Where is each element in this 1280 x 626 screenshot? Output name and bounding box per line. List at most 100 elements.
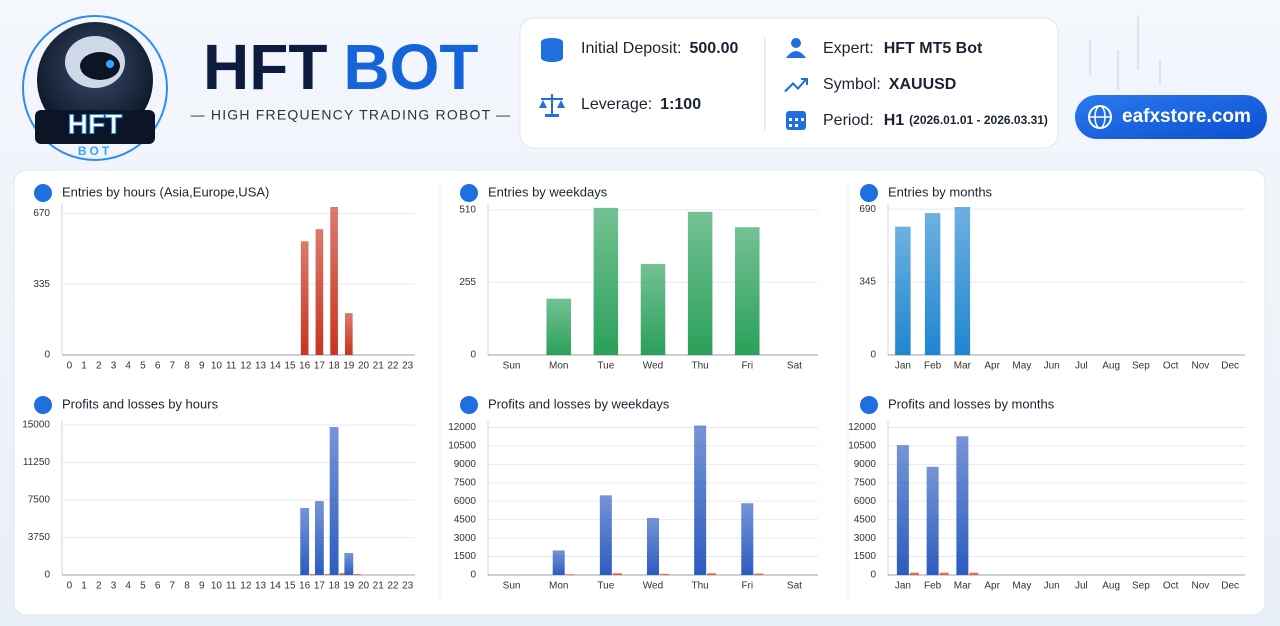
- y-tick-label: 3000: [454, 533, 477, 544]
- x-tick-label: 8: [184, 361, 190, 372]
- x-tick-label: Jan: [895, 361, 911, 372]
- chart-title: Profits and losses by weekdays: [488, 396, 670, 411]
- bar: [956, 436, 969, 575]
- x-tick-label: 21: [373, 361, 385, 372]
- y-tick-label: 0: [44, 570, 50, 581]
- x-tick-label: Wed: [643, 581, 663, 592]
- x-tick-label: May: [1012, 361, 1031, 372]
- y-tick-label: 0: [870, 350, 876, 361]
- bar: [909, 572, 919, 575]
- x-tick-label: 9: [199, 581, 205, 592]
- x-tick-label: 21: [373, 581, 385, 592]
- charts-panel: [13, 169, 1266, 616]
- chart-title: Entries by weekdays: [488, 184, 608, 199]
- y-tick-label: 510: [459, 204, 476, 215]
- symbol: Symbol: XAUUSD: [823, 76, 956, 93]
- chart-title: Entries by hours (Asia,Europe,USA): [62, 184, 269, 199]
- y-tick-label: 7500: [28, 495, 51, 506]
- y-tick-label: 0: [870, 570, 876, 581]
- x-tick-label: Tue: [597, 361, 614, 372]
- bar: [896, 445, 909, 575]
- bar: [647, 517, 659, 575]
- y-tick-label: 345: [859, 277, 876, 288]
- y-tick-label: 335: [33, 279, 50, 290]
- y-tick-label: 9000: [454, 459, 477, 470]
- x-tick-label: 14: [270, 361, 282, 372]
- title-icon: [460, 184, 478, 202]
- x-tick-label: Thu: [692, 361, 709, 372]
- x-tick-label: Mar: [954, 581, 972, 592]
- bar: [344, 313, 353, 355]
- bar: [969, 572, 979, 575]
- bar: [599, 495, 612, 575]
- x-tick-label: 13: [255, 581, 267, 592]
- bar: [735, 227, 760, 355]
- x-tick-label: 22: [387, 581, 399, 592]
- brand: HFT BOT: [203, 31, 479, 103]
- title-icon: [860, 396, 878, 414]
- y-tick-label: 3000: [854, 533, 877, 544]
- bar: [754, 573, 764, 575]
- y-tick-label: 1500: [854, 551, 877, 562]
- x-tick-label: Jun: [1044, 361, 1060, 372]
- title-icon: [460, 396, 478, 414]
- x-tick-label: Jan: [895, 581, 911, 592]
- bar: [593, 207, 619, 355]
- x-tick-label: 10: [211, 361, 223, 372]
- x-tick-label: Fri: [741, 361, 753, 372]
- brand-part1: HFT: [203, 31, 327, 103]
- bar: [552, 550, 565, 575]
- x-tick-label: Aug: [1102, 361, 1120, 372]
- x-tick-label: Dec: [1221, 581, 1239, 592]
- logo-plate: [35, 110, 155, 144]
- y-tick-label: 7500: [854, 477, 877, 488]
- x-tick-label: Wed: [643, 361, 663, 372]
- website-button[interactable]: eafxstore.com: [1075, 95, 1267, 139]
- y-tick-label: 7500: [454, 477, 477, 488]
- x-tick-label: Jun: [1044, 581, 1060, 592]
- tagline: — HIGH FREQUENCY TRADING ROBOT —: [191, 107, 512, 123]
- website-text[interactable]: eafxstore.com: [1122, 106, 1251, 127]
- info-icons: [539, 38, 808, 130]
- bar: [687, 211, 713, 355]
- symbol-value: XAUUSD: [889, 76, 957, 93]
- website-pill[interactable]: [1075, 95, 1267, 139]
- x-tick-label: 2: [96, 581, 102, 592]
- y-tick-label: 4500: [454, 514, 477, 525]
- x-tick-label: 1: [81, 361, 87, 372]
- deposit: Initial Deposit: 500.00: [581, 40, 739, 57]
- robot-eye: [106, 60, 114, 68]
- x-tick-label: Apr: [984, 361, 1000, 372]
- robot-visor: [80, 52, 120, 80]
- x-tick-label: 14: [270, 581, 282, 592]
- x-tick-label: Feb: [924, 361, 942, 372]
- deposit-label: Initial Deposit:: [581, 40, 682, 57]
- bar: [354, 574, 361, 575]
- deposit-value: 500.00: [690, 40, 739, 57]
- x-tick-label: 10: [211, 581, 223, 592]
- bar: [741, 503, 754, 575]
- chart-title: Entries by months: [888, 184, 993, 199]
- x-tick-label: Apr: [984, 581, 1000, 592]
- leverage: Leverage: 1:100: [581, 96, 701, 113]
- x-tick-label: 0: [67, 361, 73, 372]
- x-tick-label: Oct: [1163, 361, 1179, 372]
- bar: [315, 229, 324, 355]
- x-tick-label: 15: [284, 361, 296, 372]
- x-tick-label: Feb: [924, 581, 942, 592]
- y-tick-label: 12000: [848, 422, 876, 433]
- chart-title: Profits and losses by hours: [62, 396, 219, 411]
- leverage-label: Leverage:: [581, 96, 652, 113]
- bar: [300, 241, 309, 355]
- symbol-label: Symbol:: [823, 76, 881, 93]
- x-tick-label: 1: [81, 581, 87, 592]
- bar: [546, 298, 571, 355]
- x-tick-label: 7: [170, 361, 176, 372]
- calendar-grid: [789, 118, 804, 127]
- x-tick-label: Dec: [1221, 361, 1239, 372]
- bar: [954, 207, 971, 355]
- x-tick-label: Jul: [1075, 581, 1088, 592]
- x-tick-label: 5: [140, 361, 146, 372]
- x-tick-label: 11: [226, 581, 237, 592]
